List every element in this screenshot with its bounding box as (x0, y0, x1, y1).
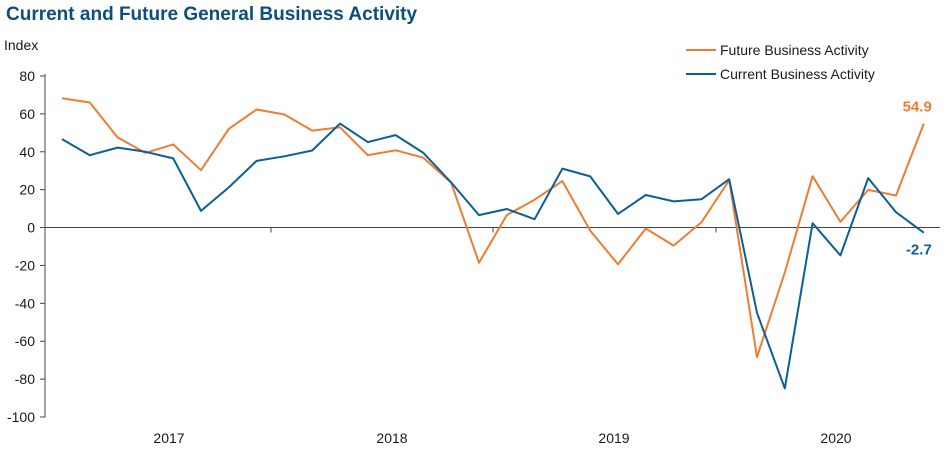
x-tick-label: 2018 (376, 430, 407, 446)
y-axis-label: Index (4, 37, 38, 53)
y-tick-label: -40 (15, 295, 35, 311)
future-end-value-label: 54.9 (903, 99, 932, 116)
legend: Future Business Activity Current Business… (686, 42, 875, 82)
chart-title: Current and Future General Business Acti… (6, 4, 418, 25)
y-tick-label: -80 (15, 371, 35, 387)
x-tick-labels: 2017 2018 2019 2020 (153, 430, 851, 446)
x-tick-label: 2020 (820, 430, 851, 446)
x-tick-label: 2019 (598, 430, 629, 446)
y-tick-label: -100 (7, 409, 35, 425)
legend-entry: Future Business Activity (720, 42, 869, 58)
y-tick-label: -20 (15, 257, 35, 273)
y-tick-label: 60 (19, 106, 35, 122)
y-tick-labels: -100 -80 -60 -40 -20 0 20 40 60 80 (7, 68, 35, 425)
y-tick-label: 20 (19, 182, 35, 198)
end-labels: 54.9 -2.7 (903, 99, 932, 259)
y-tick-label: 40 (19, 144, 35, 160)
x-tick-label: 2017 (153, 430, 184, 446)
y-tick-label: 80 (19, 68, 35, 84)
axes (40, 74, 940, 418)
future-business-activity-line (61, 97, 925, 359)
current-end-value-label: -2.7 (906, 242, 932, 259)
y-tick-label: 0 (27, 220, 35, 236)
y-tick-label: -60 (15, 333, 35, 349)
legend-entry: Current Business Activity (720, 66, 875, 82)
current-business-activity-line (61, 122, 925, 390)
series-lines (61, 97, 925, 390)
